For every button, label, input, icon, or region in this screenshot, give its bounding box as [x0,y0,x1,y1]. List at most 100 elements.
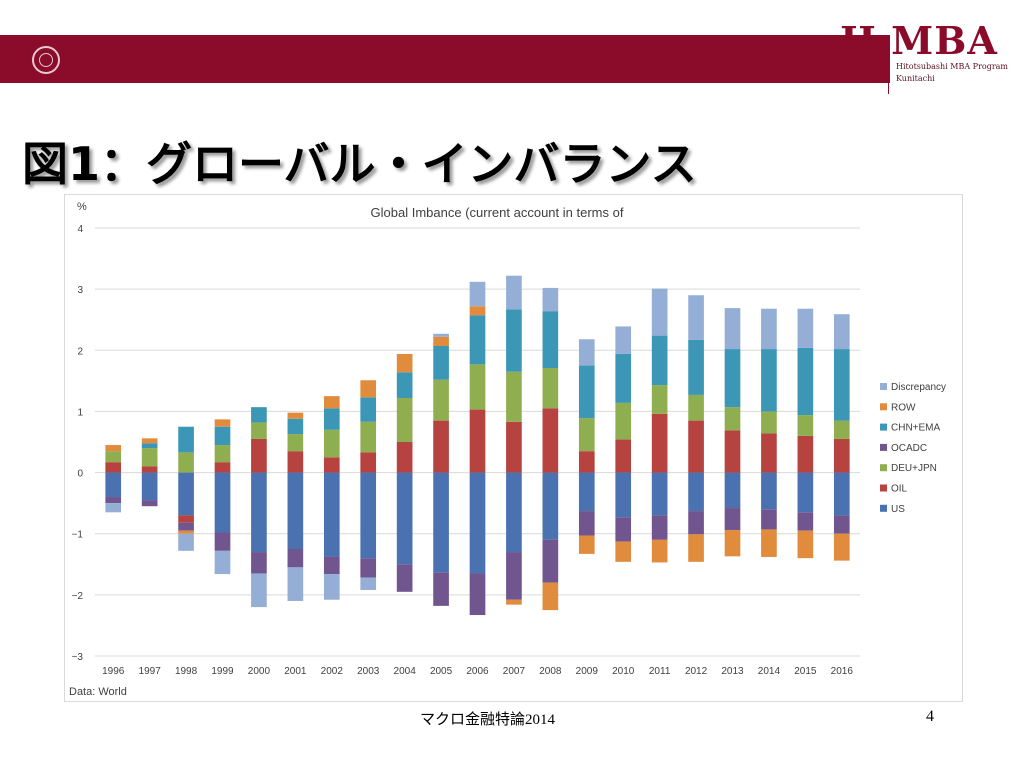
bar-row-1998 [178,530,194,534]
bar-deu-jpn-2009 [578,418,595,452]
bar-ocadc-2000 [251,552,267,574]
bar-ocadc-1998 [178,522,194,531]
bar-oil-2001 [287,451,304,473]
bar-ocadc-2009 [578,511,595,536]
page-number: 4 [926,708,934,725]
bar-chn-ema-2013 [724,349,741,408]
bar-oil-2014 [761,433,777,473]
bar-us-2012 [688,472,704,512]
x-tick-label: 2016 [831,666,854,677]
bar-us-1996 [105,472,122,498]
x-tick-label: 2001 [284,666,307,677]
bar-row-2004 [396,353,413,373]
bar-deu-jpn-2010 [615,402,632,440]
bar-chn-ema-2005 [433,346,449,380]
bar-chn-ema-2006 [469,315,486,365]
logo-program-name: Hitotsubashi MBA Program [896,62,1009,71]
y-tick-label: −3 [72,652,84,663]
legend: Discrepancy ROW CHN+EMA OCADC DEU+JPN OIL US [880,382,946,515]
y-tick-label: 0 [77,469,83,480]
bar-deu-jpn-2015 [797,415,814,436]
bar-us-2015 [797,472,814,513]
bar-discrepancy-2016 [833,314,850,350]
seal-inner-ring [39,53,53,67]
bar-us-2000 [251,472,267,553]
bar-row-1999 [214,419,231,427]
bar-chn-ema-2016 [833,349,850,421]
legend-label: Discrepancy [891,382,946,393]
bar-discrepancy-1999 [214,550,231,575]
bar-us-2011 [651,472,668,516]
bar-discrepancy-2009 [578,339,595,366]
bar-deu-jpn-2007 [506,371,522,422]
x-tick-label: 2014 [758,666,781,677]
bars [105,275,850,616]
bar-discrepancy-2014 [761,308,777,350]
y-tick-label: −1 [72,530,84,541]
chart-title: Global Imbance (current account in terms… [371,205,624,220]
bar-row-2002 [323,396,340,409]
bar-oil-2003 [360,452,377,473]
bar-us-2001 [287,472,304,549]
x-tick-label: 2003 [357,666,380,677]
bar-ocadc-1999 [214,532,231,551]
bar-ocadc-2003 [360,558,377,578]
bar-discrepancy-2003 [360,577,377,590]
bar-oil-1996 [105,462,122,473]
bar-row-2008 [542,582,559,611]
x-tick-label: 2015 [794,666,817,677]
bar-oil-2015 [797,435,814,473]
bar-us-2013 [724,472,741,509]
x-tick-label: 2005 [430,666,453,677]
bar-deu-jpn-1997 [141,448,158,467]
bar-discrepancy-2006 [469,281,486,307]
bar-row-2009 [578,535,595,554]
bar-row-2012 [688,534,704,562]
bar-ocadc-2012 [688,511,704,535]
x-tick-label: 2011 [649,666,671,677]
legend-label: OIL [891,484,908,495]
bar-row-2013 [724,530,741,557]
bar-us-2005 [433,472,449,573]
legend-swatch [880,423,887,431]
bar-deu-jpn-2013 [724,407,741,431]
legend-swatch [880,383,887,390]
bar-ocadc-2010 [615,517,632,542]
bar-discrepancy-2005 [433,333,449,337]
x-tick-label: 1996 [102,666,125,677]
bar-ocadc-2014 [761,509,777,530]
bar-ocadc-2011 [651,515,668,540]
bar-ocadc-2001 [287,549,304,568]
y-tick-label: 4 [77,224,83,235]
y-tick-label: 3 [77,285,83,296]
bar-row-1997 [141,438,158,444]
bar-chn-ema-2007 [506,309,522,372]
x-tick-label: 2006 [466,666,489,677]
bar-oil-2008 [542,408,559,473]
legend-label: US [891,504,905,515]
bar-oil-2009 [578,451,595,473]
bar-chn-ema-1997 [141,443,158,449]
x-tick-label: 2008 [539,666,562,677]
bar-discrepancy-2007 [506,275,522,310]
bar-chn-ema-2012 [688,339,704,395]
stacked-bar-chart: Global Imbance (current account in terms… [69,201,946,698]
bar-discrepancy-1998 [178,533,194,551]
university-seal-icon [32,46,60,74]
data-source-label: Data: World [69,686,127,698]
bar-oil-2006 [469,409,486,473]
bar-row-1996 [105,445,122,452]
legend-swatch [880,464,887,472]
bar-ocadc-1996 [105,497,122,504]
bar-oil-2007 [506,421,522,473]
bar-ocadc-1997 [141,500,158,507]
x-tick-labels: 1996 1997 1998 1999 2000 2001 2002 2003 2004 2005… [102,666,853,677]
bar-us-2016 [833,472,850,516]
x-tick-label: 2009 [576,666,599,677]
bar-row-2015 [797,530,814,559]
bar-deu-jpn-2004 [396,397,413,442]
bar-row-2006 [469,306,486,316]
bar-ocadc-2002 [323,556,340,575]
bar-deu-jpn-2005 [433,379,449,421]
bar-row-2001 [287,412,304,419]
